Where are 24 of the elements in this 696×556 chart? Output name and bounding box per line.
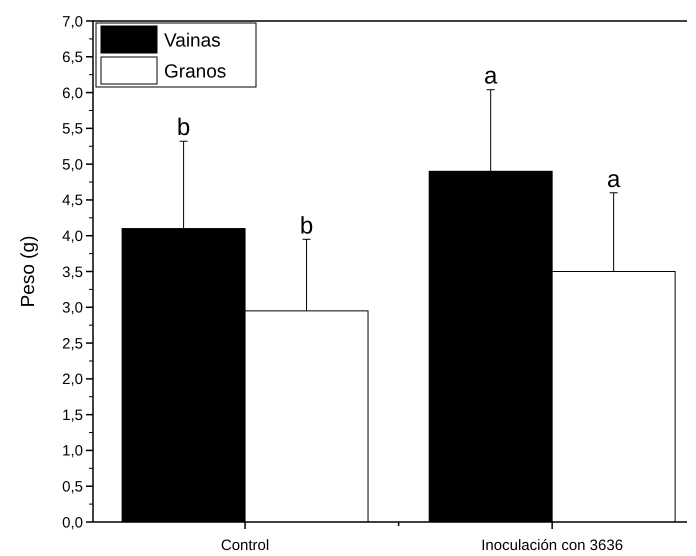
annotation: b xyxy=(300,212,314,240)
annotation: b xyxy=(176,114,190,142)
legend-label: Vainas xyxy=(164,30,221,52)
y-tick-label: 4,5 xyxy=(62,192,83,210)
y-tick-label: 1,5 xyxy=(62,406,83,424)
y-tick-label: 0,5 xyxy=(62,478,83,496)
x-tick-label: Inoculación con 3636 xyxy=(481,537,624,554)
y-tick-label: 4,0 xyxy=(62,228,83,245)
legend-label: Granos xyxy=(164,62,226,83)
annotation: a xyxy=(484,62,498,90)
y-tick-label: 1,0 xyxy=(62,442,83,460)
y-tick-label: 3,5 xyxy=(62,264,83,281)
x-tick-label: Control xyxy=(220,537,270,554)
y-axis-title: Peso (g) xyxy=(18,236,39,308)
y-tick-label: 2,0 xyxy=(62,371,83,388)
y-tick-label: 6,0 xyxy=(62,84,83,102)
annotation: a xyxy=(606,166,621,193)
y-tick-label: 7,0 xyxy=(62,13,83,30)
y-tick-label: 3,0 xyxy=(62,300,83,317)
y-tick-label: 5,5 xyxy=(62,120,83,138)
y-tick-label: 6,5 xyxy=(62,49,83,66)
y-tick-label: 0,0 xyxy=(62,514,83,532)
y-tick-label: 5,0 xyxy=(62,156,83,174)
y-tick-label: 2,5 xyxy=(62,335,83,352)
